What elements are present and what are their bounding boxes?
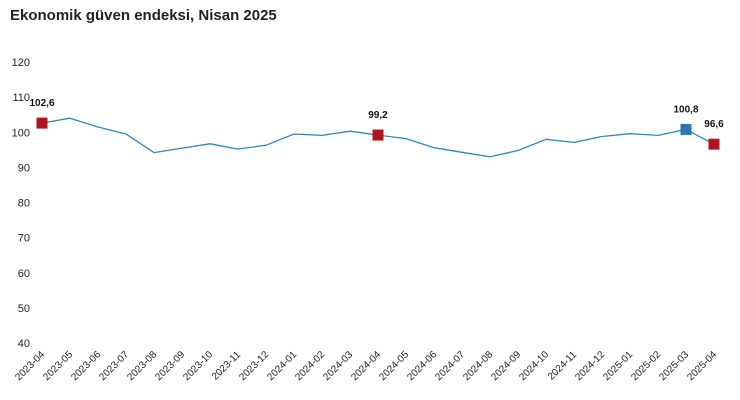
x-tick-label: 2024-03 [321, 349, 355, 383]
x-tick-label: 2023-08 [125, 349, 159, 383]
highlight-marker [680, 123, 692, 135]
y-tick-label: 40 [18, 338, 30, 350]
x-axis: 2023-042023-052023-062023-072023-082023-… [13, 349, 719, 383]
x-tick-label: 2025-01 [601, 349, 635, 383]
y-tick-label: 50 [18, 303, 30, 315]
x-tick-label: 2024-04 [349, 349, 383, 383]
x-tick-label: 2024-02 [293, 349, 327, 383]
x-tick-label: 2024-06 [405, 349, 439, 383]
y-tick-label: 70 [18, 233, 30, 245]
x-tick-label: 2023-05 [41, 349, 75, 383]
x-tick-label: 2025-02 [629, 349, 663, 383]
x-tick-label: 2023-04 [13, 349, 47, 383]
data-label: 96,6 [704, 119, 724, 130]
highlight-marker [708, 138, 720, 150]
y-tick-label: 100 [12, 127, 30, 139]
data-label: 102,6 [29, 98, 54, 109]
x-tick-label: 2024-01 [265, 349, 299, 383]
marker-layer [36, 117, 720, 150]
x-tick-label: 2023-09 [153, 349, 187, 383]
x-tick-label: 2023-10 [181, 349, 215, 383]
x-tick-label: 2025-04 [685, 349, 719, 383]
label-layer: 102,6 99,2 100,8 96,6 [29, 98, 724, 130]
y-tick-label: 60 [18, 268, 30, 280]
highlight-marker [36, 117, 48, 129]
x-tick-label: 2024-10 [517, 349, 551, 383]
data-label: 100,8 [673, 104, 698, 115]
x-tick-label: 2023-07 [97, 349, 131, 383]
y-axis: 40 50 60 70 80 90 100 110 120 [12, 57, 30, 350]
x-tick-label: 2024-12 [573, 349, 607, 383]
highlight-marker [372, 129, 384, 141]
data-label: 99,2 [368, 110, 388, 121]
y-tick-label: 120 [12, 57, 30, 69]
chart-title: Ekonomik güven endeksi, Nisan 2025 [10, 7, 277, 24]
x-tick-label: 2023-06 [69, 349, 103, 383]
x-tick-label: 2024-05 [377, 349, 411, 383]
x-tick-label: 2025-03 [657, 349, 691, 383]
y-tick-label: 110 [12, 92, 30, 104]
x-tick-label: 2024-07 [433, 349, 467, 383]
x-tick-label: 2024-09 [489, 349, 523, 383]
x-tick-label: 2023-12 [237, 349, 271, 383]
y-tick-label: 90 [18, 162, 30, 174]
x-tick-label: 2024-08 [461, 349, 495, 383]
y-tick-label: 80 [18, 198, 30, 210]
